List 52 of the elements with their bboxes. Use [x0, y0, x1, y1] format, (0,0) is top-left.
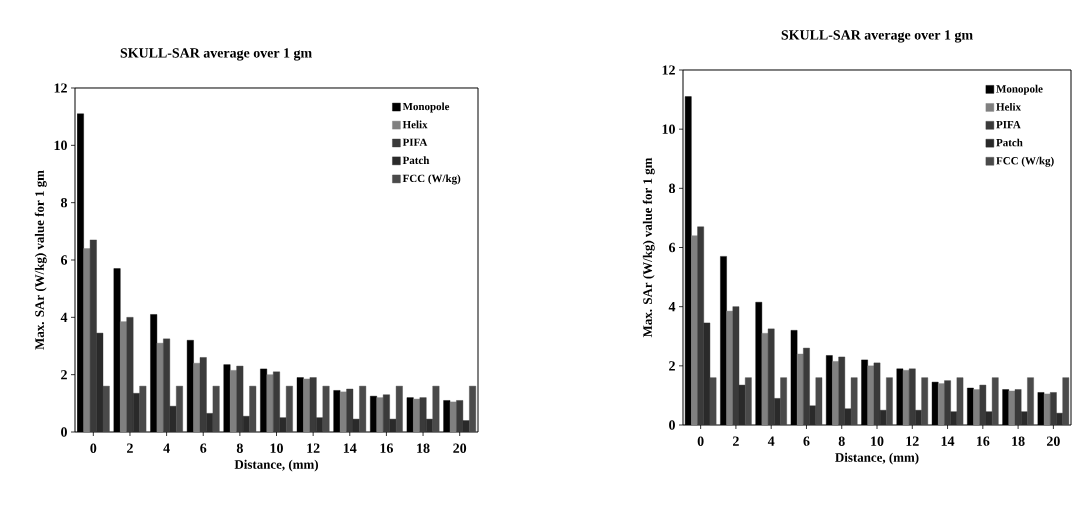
x-tick-label: 6	[200, 443, 207, 453]
legend-label: Helix	[402, 120, 428, 129]
y-tick-label: 12	[54, 83, 67, 93]
x-tick-label: 18	[417, 443, 430, 453]
x-tick-label: 4	[767, 436, 775, 446]
x-tick-label: 14	[343, 443, 357, 453]
x-tick-label: 20	[1046, 436, 1060, 446]
y-tick-label: 8	[669, 183, 676, 194]
chart-title: SKULL-SAR average over 1 gm	[781, 30, 973, 43]
legend-label: PIFA	[402, 138, 428, 146]
x-tick-label: 8	[838, 436, 845, 446]
y-tick-label: 0	[669, 420, 675, 430]
legend-label: Helix	[996, 102, 1021, 111]
x-tick-label: 12	[307, 443, 320, 453]
legend-label: Monopole	[402, 102, 450, 113]
legend-label: FCC (W/kg)	[402, 174, 461, 185]
legend-label: Patch	[996, 138, 1023, 147]
legend-label: PIFA	[996, 120, 1021, 129]
x-tick-label: 0	[90, 443, 97, 453]
x-tick-label: 10	[270, 443, 283, 453]
y-tick-label: 10	[54, 140, 67, 151]
y-tick-label: 2	[669, 361, 675, 371]
y-axis-title: Max. SAr (W/kg) value for 1 gm	[642, 157, 655, 338]
x-tick-label: 6	[803, 436, 810, 446]
y-axis-title: Max. SAr (W/kg) value for 1 gm	[34, 170, 47, 350]
x-axis-title: Distance, (mm)	[234, 459, 319, 472]
x-tick-label: 0	[697, 436, 704, 446]
x-axis-title: Distance, (mm)	[835, 452, 919, 465]
y-tick-label: 2	[61, 370, 67, 380]
x-tick-label: 14	[941, 436, 955, 446]
x-tick-label: 2	[127, 443, 133, 453]
y-tick-label: 10	[662, 124, 675, 134]
legend-label: FCC (W/kg)	[996, 156, 1054, 167]
y-tick-label: 6	[61, 255, 68, 265]
chart-title: SKULL-SAR average over 1 gm	[120, 48, 312, 61]
y-tick-label: 8	[60, 197, 68, 208]
x-tick-label: 2	[733, 436, 739, 446]
y-tick-label: 12	[662, 65, 675, 75]
x-tick-label: 4	[163, 443, 170, 453]
x-tick-label: 20	[453, 443, 467, 453]
x-tick-label: 12	[906, 436, 919, 446]
y-tick-label: 0	[61, 427, 67, 437]
legend-label: Patch	[402, 156, 430, 165]
y-tick-label: 4	[60, 312, 68, 322]
y-tick-label: 4	[668, 302, 676, 312]
x-tick-label: 10	[871, 436, 884, 446]
y-tick-label: 6	[669, 242, 676, 253]
legend-label: Monopole	[996, 84, 1043, 95]
x-tick-label: 16	[976, 436, 990, 446]
x-tick-label: 8	[236, 443, 243, 453]
x-tick-label: 18	[1012, 436, 1025, 446]
x-tick-label: 16	[380, 443, 393, 453]
